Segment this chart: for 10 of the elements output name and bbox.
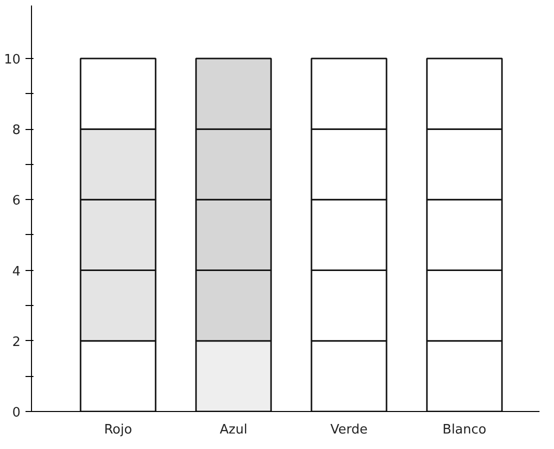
- x-tick-label: Azul: [220, 422, 248, 438]
- y-tick-label: 6: [12, 194, 21, 209]
- y-tick-label: 0: [12, 406, 21, 420]
- y-tick-label: 10: [4, 52, 21, 68]
- x-tick-label: Blanco: [442, 422, 486, 438]
- x-tick-label: Rojo: [104, 422, 132, 438]
- x-tick-label: Verde: [330, 422, 368, 438]
- y-tick-label: 8: [12, 123, 21, 138]
- y-tick-label: 4: [12, 264, 21, 280]
- y-tick-label: 2: [12, 334, 21, 350]
